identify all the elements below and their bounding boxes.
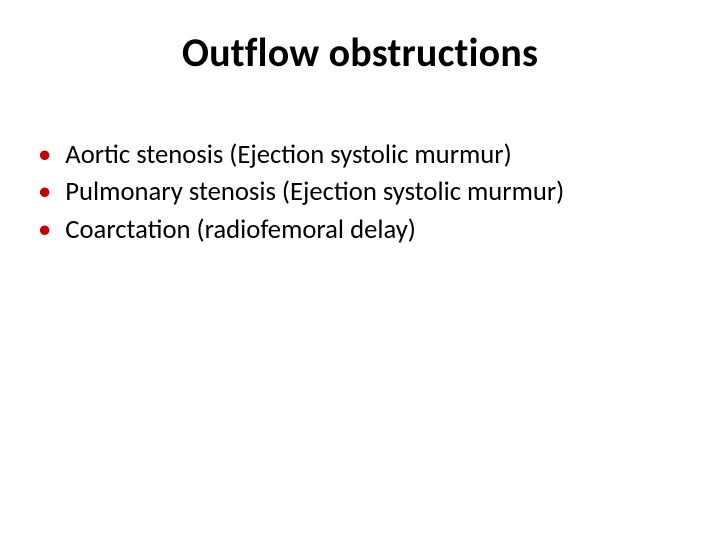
list-item: • Coarctation (radiofemoral delay) [38, 214, 690, 247]
list-item: • Aortic stenosis (Ejection systolic mur… [38, 139, 690, 172]
bullet-text: Aortic stenosis (Ejection systolic murmu… [65, 139, 511, 172]
bullet-text: Coarctation (radiofemoral delay) [65, 214, 416, 247]
bullet-list: • Aortic stenosis (Ejection systolic mur… [30, 139, 690, 247]
bullet-text: Pulmonary stenosis (Ejection systolic mu… [65, 176, 564, 209]
bullet-icon: • [38, 179, 51, 206]
slide: Outflow obstructions • Aortic stenosis (… [0, 0, 720, 540]
slide-title: Outflow obstructions [30, 28, 690, 77]
bullet-icon: • [38, 142, 51, 169]
list-item: • Pulmonary stenosis (Ejection systolic … [38, 176, 690, 209]
bullet-icon: • [38, 217, 51, 244]
